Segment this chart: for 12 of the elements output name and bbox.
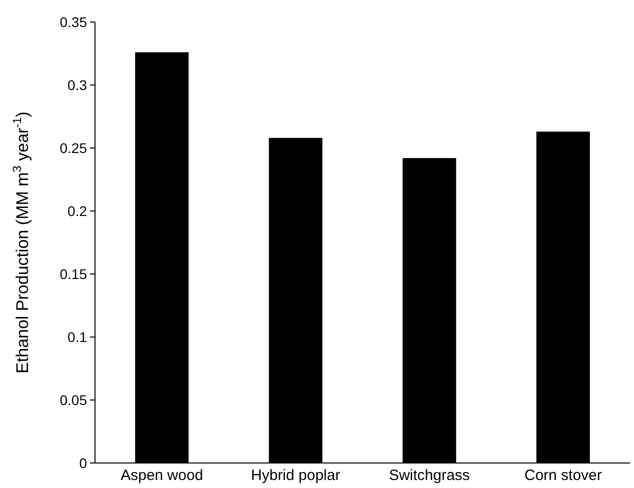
y-tick-label: 0.3 [68, 76, 88, 93]
y-tick-label: 0.15 [60, 266, 88, 282]
x-tick-label: Corn stover [524, 467, 602, 484]
x-tick-label: Switchgrass [388, 467, 470, 484]
y-tick-label: 0.05 [60, 392, 88, 408]
y-tick-label: 0 [79, 454, 88, 471]
y-tick-label: 0.35 [60, 14, 88, 30]
y-tick-label: 0.25 [60, 140, 88, 156]
x-tick-label: Hybrid poplar [251, 467, 340, 484]
y-tick-label: 0.2 [68, 202, 88, 219]
y-tick-label: 0.1 [68, 328, 88, 345]
x-tick-label: Aspen wood [120, 467, 204, 484]
